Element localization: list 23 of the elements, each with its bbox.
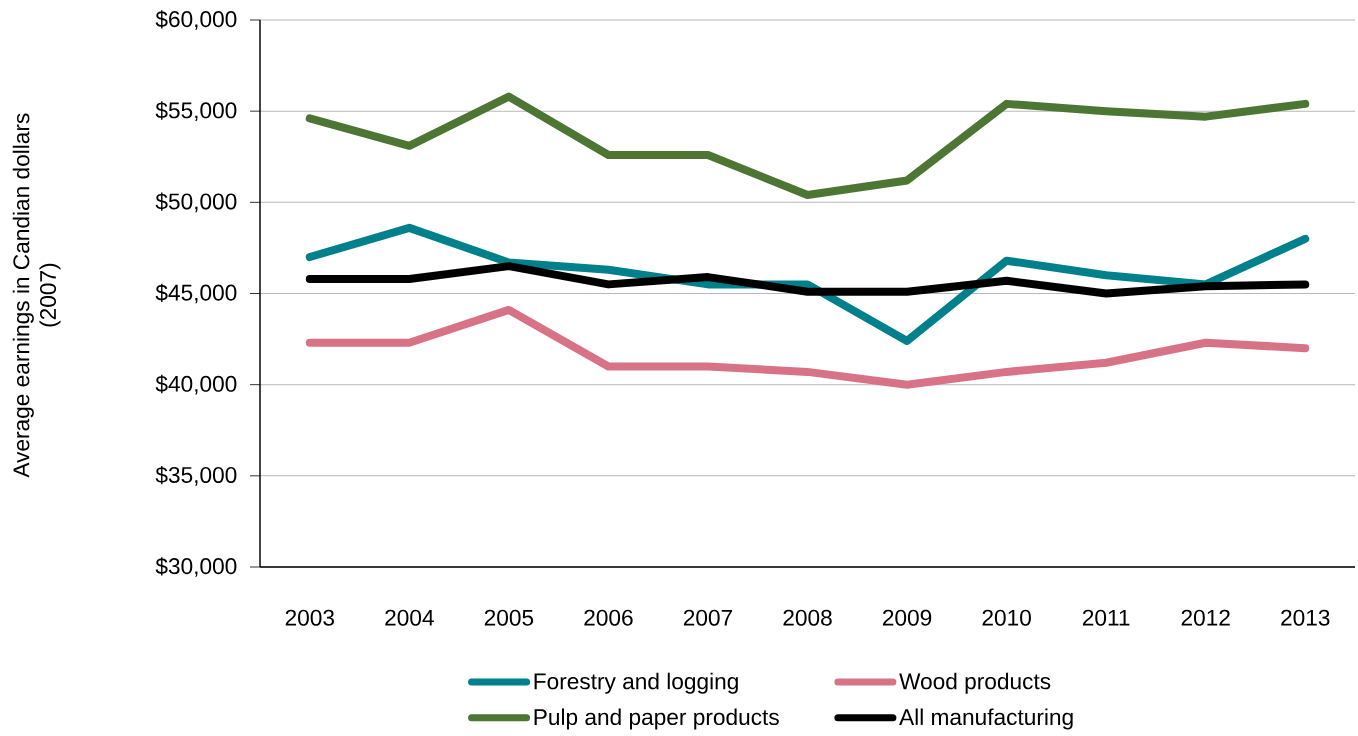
- x-tick-label: 2008: [783, 609, 832, 626]
- x-tick-label: 2011: [1082, 609, 1130, 626]
- y-axis-title: Average earnings in Candian dollars (2007): [12, 113, 61, 478]
- legend-label: Wood products: [899, 672, 1051, 694]
- y-tick-label: $60,000: [155, 10, 237, 30]
- x-tick-label: 2003: [285, 609, 334, 626]
- y-tick-label: $45,000: [155, 283, 237, 304]
- legend-label: Pulp and paper products: [534, 708, 779, 730]
- x-tick-label: 2012: [1181, 609, 1230, 626]
- legend-label: Forestry and logging: [534, 672, 738, 694]
- y-tick-label: $30,000: [155, 557, 237, 577]
- y-tick-label: $55,000: [155, 101, 237, 122]
- x-tick-label: 2013: [1281, 609, 1330, 626]
- x-tick-label: 2004: [385, 609, 434, 626]
- y-tick-label: $50,000: [155, 192, 237, 213]
- x-tick-label: 2009: [882, 609, 932, 626]
- x-tick-label: 2010: [982, 609, 1031, 626]
- legend-label: All manufacturing: [899, 708, 1073, 730]
- y-tick-label: $40,000: [155, 374, 237, 395]
- y-tick-label: $35,000: [155, 466, 237, 486]
- x-tick-label: 2006: [584, 609, 633, 626]
- x-tick-label: 2005: [484, 609, 534, 626]
- x-tick-label: 2007: [683, 609, 733, 626]
